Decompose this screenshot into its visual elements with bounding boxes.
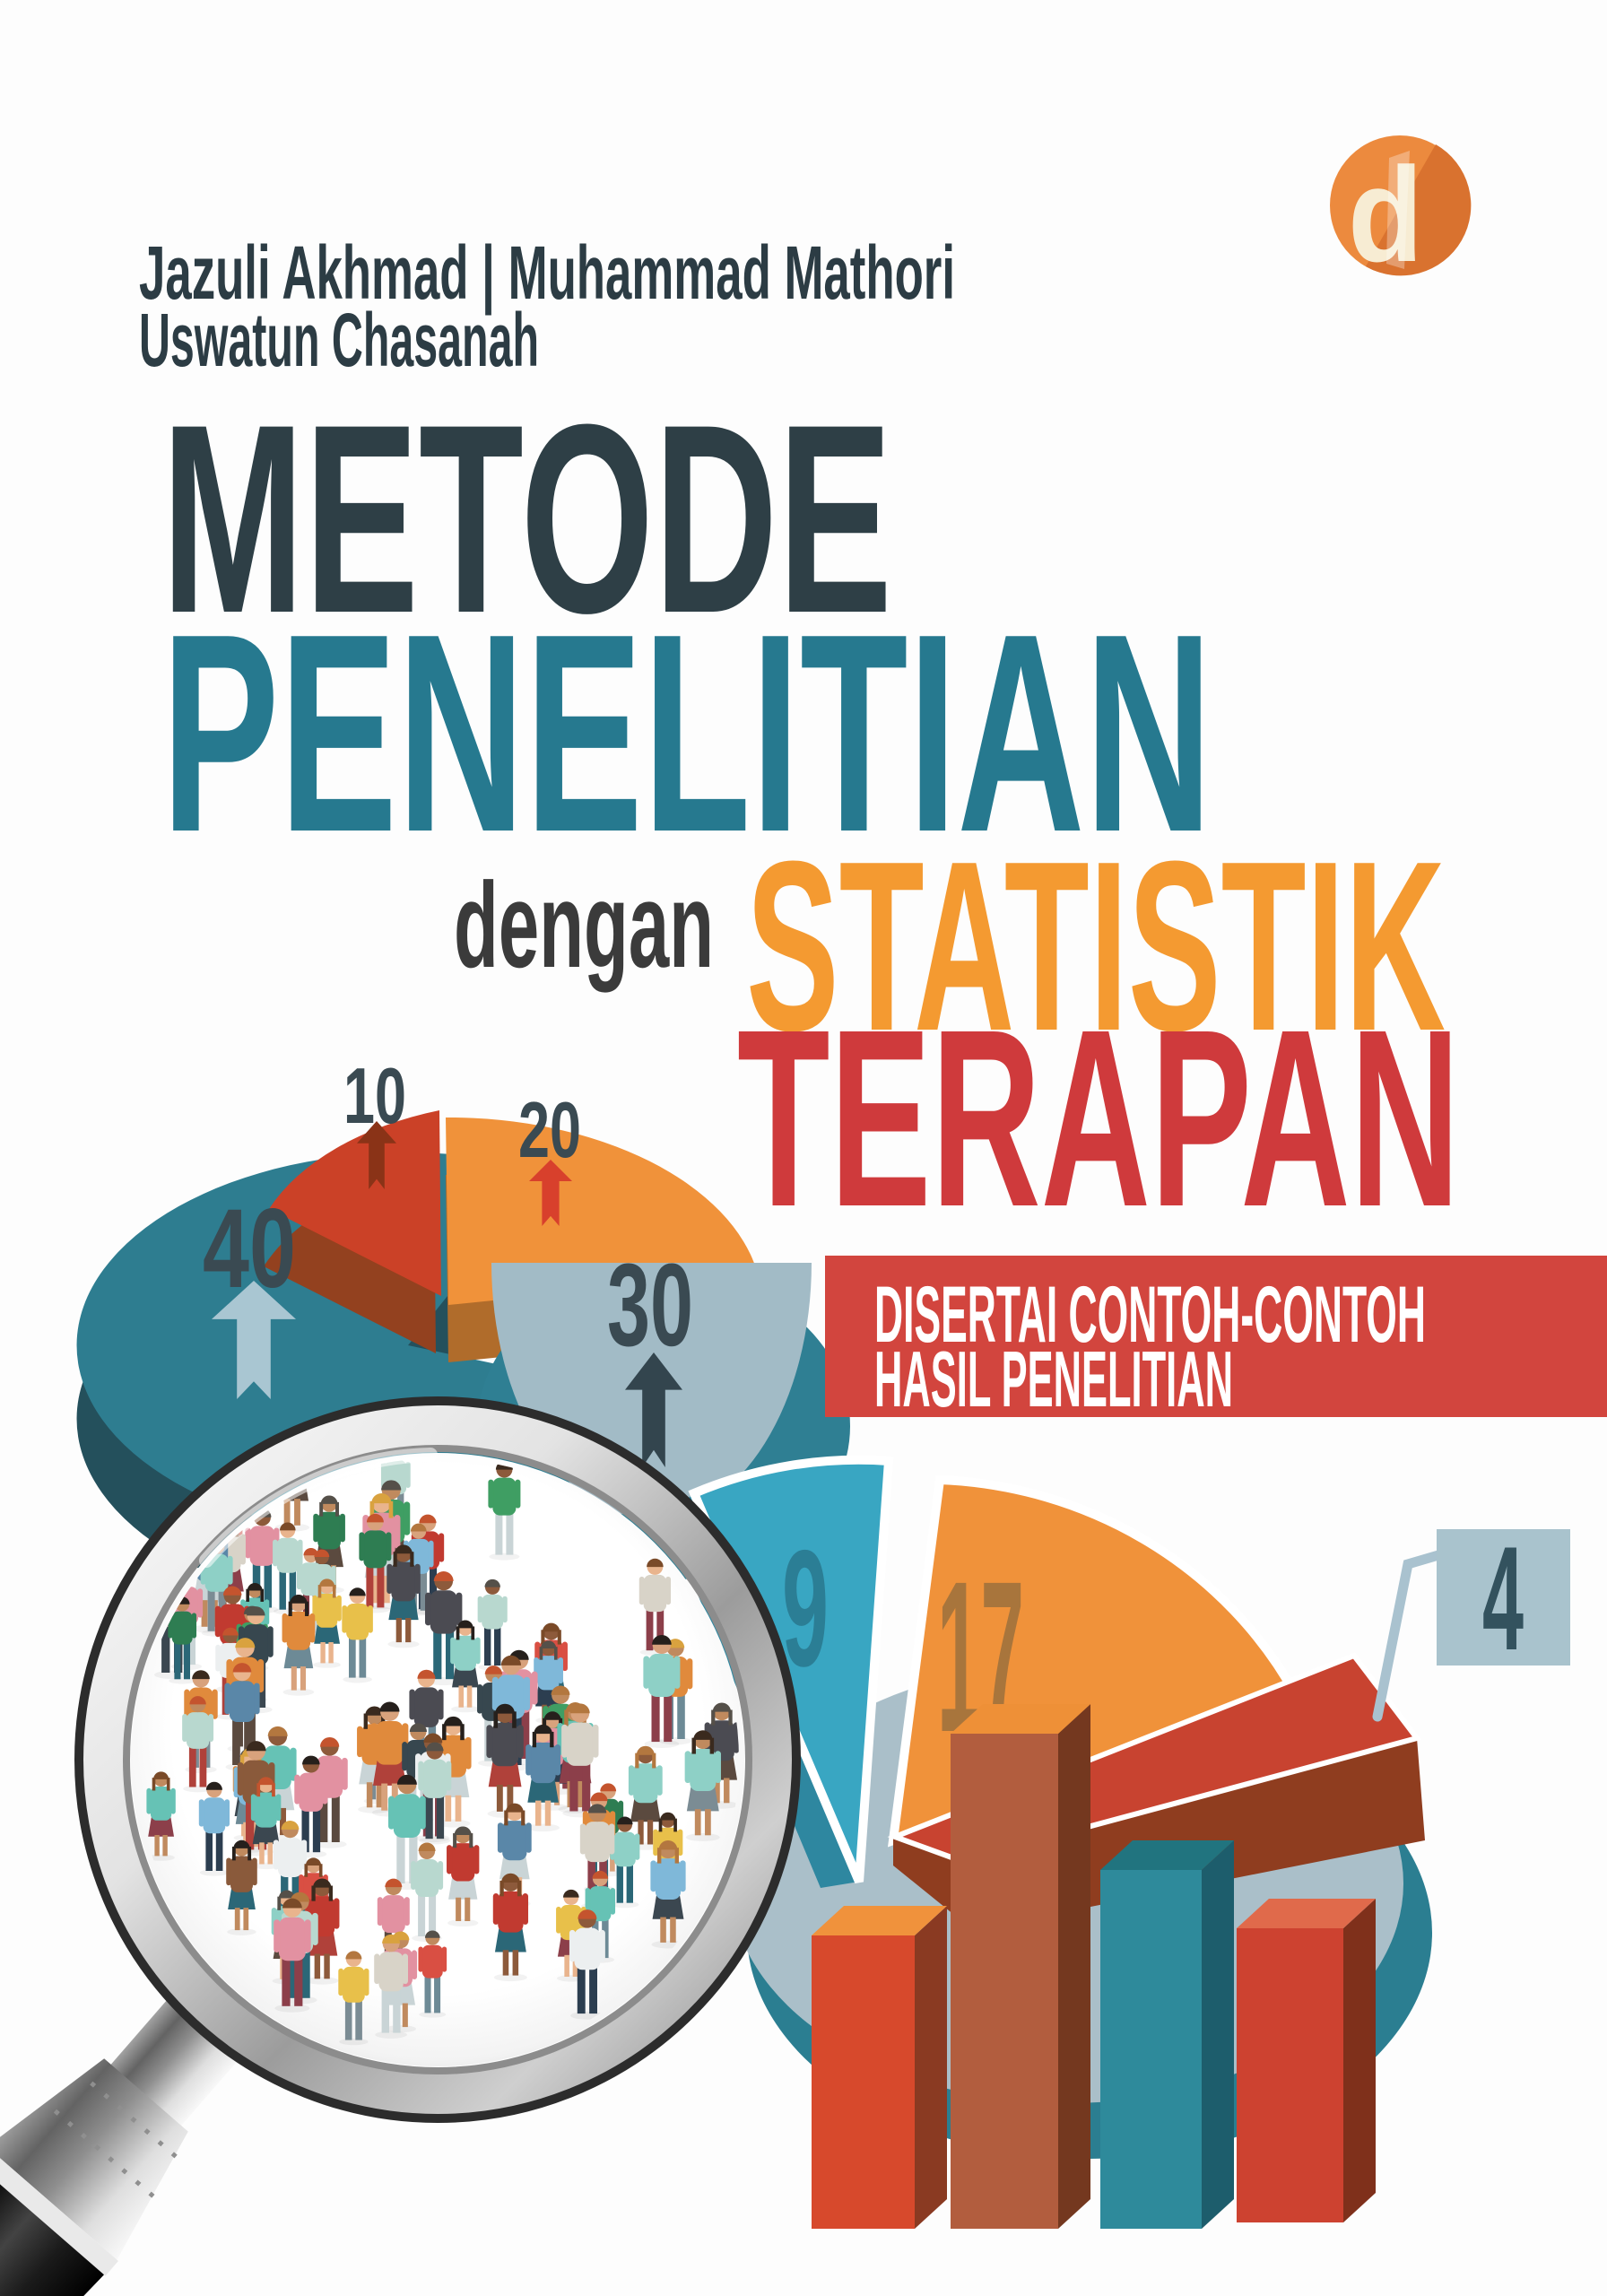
subtitle-banner: DISERTAI CONTOH-CONTOH HASIL PENELITIAN [825, 1256, 1607, 1423]
person-figure [250, 1777, 282, 1870]
person-figure [370, 1701, 409, 1817]
bar-3 [1100, 1870, 1202, 2229]
person-figure [628, 1745, 663, 1850]
person-figure [388, 1774, 426, 1890]
authors-line-2: Uswatun Chasanah [139, 298, 539, 382]
ring-inner-edge [123, 1445, 752, 2074]
person-figure [182, 1696, 214, 1793]
authors-line-1: Jazuli Akhmad | Muhammad Mathori [139, 230, 955, 316]
banner-line-2: HASIL PENELITIAN [874, 1335, 1233, 1423]
bar-1-side [915, 1906, 947, 2229]
title-block: METODE PENELITIAN dengan STATISTIK TERAP… [161, 368, 1460, 1259]
person-figure [198, 1781, 230, 1876]
pie-value-4: 4 [1482, 1516, 1524, 1681]
person-figure [492, 1873, 529, 1982]
person-figure [486, 1703, 524, 1818]
person-figure [338, 1951, 369, 2046]
bar-1 [812, 1935, 915, 2229]
callout-box [1437, 1529, 1570, 1665]
person-figure [643, 1634, 681, 1748]
person-figure [226, 1839, 257, 1935]
person-figure [425, 1571, 463, 1686]
bar-4 [1237, 1928, 1343, 2222]
bar-1-top [812, 1906, 947, 1935]
person-figure [418, 1930, 447, 2018]
person-figure [387, 1544, 421, 1648]
callout-line [1372, 1550, 1444, 1722]
pie-value-20: 20 [518, 1085, 581, 1174]
person-figure [311, 1736, 348, 1848]
person-figure [274, 1898, 311, 2013]
bar-3-side [1202, 1840, 1234, 2229]
publisher-logo: d [1330, 135, 1472, 290]
banner-line-1: DISERTAI CONTOH-CONTOH [874, 1269, 1426, 1359]
ferrule-dots [79, 2072, 178, 2159]
pie-value-10: 10 [343, 1051, 406, 1140]
person-figure [282, 1595, 316, 1696]
title-dengan: dengan [454, 857, 714, 993]
person-figure [684, 1730, 721, 1842]
person-figure [650, 1839, 686, 1949]
pie-slice-20 [446, 1117, 758, 1305]
person-figure [312, 1578, 342, 1668]
person-figure [342, 1587, 373, 1683]
logo-gloss [1386, 151, 1410, 269]
title-penelitian: PENELITIAN [161, 575, 1212, 891]
person-figure [146, 1771, 176, 1861]
bar-4-top [1237, 1899, 1376, 1928]
person-figure [294, 1755, 328, 1858]
lens-highlight [199, 1448, 438, 1568]
authors-block: Jazuli Akhmad | Muhammad Mathori Uswatun… [139, 230, 955, 382]
bar-2 [951, 1734, 1058, 2229]
ferrule-dots [43, 2100, 155, 2198]
person-figure [526, 1724, 561, 1832]
ring-metal [83, 1405, 792, 2114]
bar-3-top [1100, 1840, 1234, 1870]
bar-4-side [1343, 1899, 1376, 2222]
pie-value-9: 9 [782, 1517, 829, 1701]
pie-value-30: 30 [607, 1239, 693, 1370]
handle-ring [0, 2145, 118, 2276]
pie-value-40: 40 [203, 1187, 296, 1311]
title-statistik: STATISTIK [746, 812, 1446, 1082]
person-figure [411, 1842, 444, 1942]
pie-slice-10 [269, 1110, 441, 1296]
logo-letter: d [1348, 139, 1423, 290]
ring-outline [74, 1396, 801, 2123]
person-figure [488, 1461, 521, 1561]
person-figure [569, 1909, 605, 2020]
title-terapan: TERAPAN [737, 977, 1460, 1259]
person-figure [447, 1826, 480, 1927]
bar-chart [812, 1704, 1376, 2229]
person-figure [168, 1596, 197, 1684]
handle-ferrule [0, 2058, 188, 2260]
person-figure [224, 1663, 260, 1771]
person-figure [374, 1934, 408, 2039]
handle-grip [0, 2161, 105, 2296]
title-metode: METODE [161, 368, 892, 669]
person-figure [450, 1620, 481, 1713]
logo-shade [1366, 144, 1472, 276]
banner-background [825, 1256, 1607, 1417]
bar-2-side [1058, 1704, 1090, 2229]
bar-2-top [951, 1704, 1090, 1734]
person-figure [638, 1558, 672, 1657]
person-figure [418, 1742, 452, 1845]
magnifying-glass-icon [0, 1396, 801, 2296]
